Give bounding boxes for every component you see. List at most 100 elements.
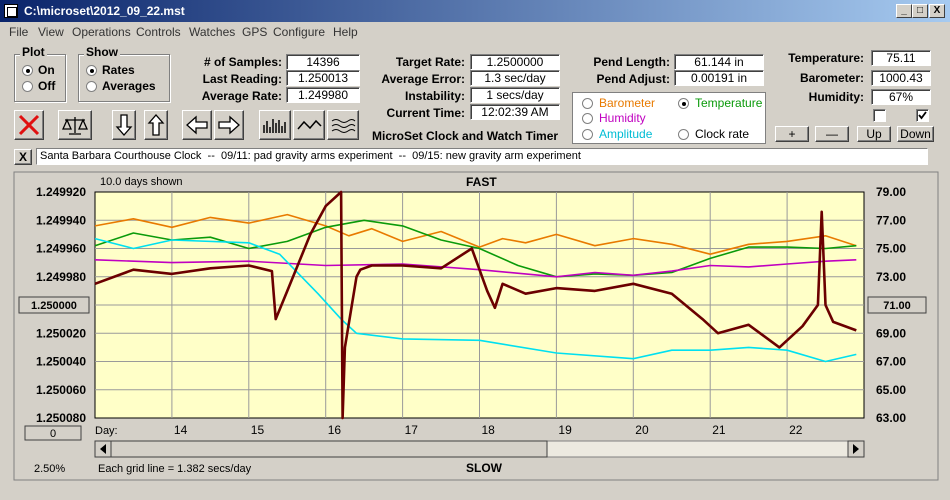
- scroll-left-icon: [100, 444, 106, 454]
- pend-adjust-value: 0.00191 in: [674, 70, 764, 86]
- pend-length-label: Pend Length:: [593, 55, 670, 69]
- y-right-tick-label: 75.00: [876, 242, 906, 256]
- amplitude-radio[interactable]: [582, 129, 593, 140]
- down-arrow-button[interactable]: [112, 110, 136, 140]
- right-center-value: 71.00: [883, 300, 911, 312]
- stop-button[interactable]: [14, 110, 44, 140]
- show-rates-radio[interactable]: [86, 65, 97, 76]
- bars-view-button[interactable]: [259, 110, 291, 140]
- y-left-tick-label: 1.249980: [36, 270, 86, 284]
- clock-rate-radio[interactable]: [678, 129, 689, 140]
- y-right-tick-label: 67.00: [876, 355, 906, 369]
- minimize-button[interactable]: _: [896, 4, 912, 18]
- y-left-tick-label: 1.249940: [36, 213, 86, 227]
- arrow-right-icon: [218, 115, 240, 135]
- menu-operations[interactable]: Operations: [72, 25, 131, 39]
- y-right-tick-label: 77.00: [876, 213, 906, 227]
- last-reading-label: Last Reading:: [202, 72, 282, 86]
- down-button[interactable]: Down: [897, 126, 934, 142]
- bar-chart-icon: [263, 119, 286, 133]
- left-checkbox[interactable]: [873, 109, 886, 122]
- instability-label: Instability:: [404, 89, 465, 103]
- average-rate-value: 1.249980: [286, 87, 360, 103]
- barometer-radio[interactable]: [582, 98, 593, 109]
- minus-button[interactable]: —: [815, 126, 849, 142]
- humidity-radio[interactable]: [582, 113, 593, 124]
- plot-group-label: Plot: [20, 45, 47, 59]
- y-left-tick-label: 1.250040: [36, 355, 86, 369]
- pend-length-value: 61.144 in: [674, 54, 764, 70]
- menu-configure[interactable]: Configure: [273, 25, 326, 39]
- app-icon: [4, 4, 18, 18]
- up-button[interactable]: Up: [857, 126, 891, 142]
- title-bar: C:\microset\2012_09_22.mst _ □ X: [0, 0, 950, 22]
- left-center-button[interactable]: [18, 296, 90, 314]
- notes-field[interactable]: Santa Barbara Courthouse Clock -- 09/11:…: [36, 148, 928, 165]
- x-tick-label: 21: [712, 423, 726, 437]
- temperature-radio[interactable]: [678, 98, 689, 109]
- close-button[interactable]: X: [929, 4, 945, 18]
- balance-button[interactable]: [58, 110, 92, 140]
- humidity-series: [94, 259, 857, 278]
- right-checkbox[interactable]: [916, 109, 929, 122]
- chart-series: [94, 190, 857, 420]
- left-center-value: 1.250000: [31, 300, 77, 312]
- instability-value: 1 secs/day: [470, 87, 560, 103]
- left-arrow-button[interactable]: [182, 110, 212, 140]
- menu-controls[interactable]: Controls: [136, 25, 181, 39]
- plus-button[interactable]: +: [775, 126, 809, 142]
- menu-watches[interactable]: Watches: [189, 25, 236, 39]
- menu-help[interactable]: Help: [333, 25, 358, 39]
- y-right-tick-label: 63.00: [876, 411, 906, 425]
- barometer-value: 1000.43: [871, 70, 931, 86]
- x-tick-label: 22: [789, 423, 803, 437]
- notes-close-button[interactable]: X: [14, 149, 32, 165]
- show-averages-radio[interactable]: [86, 81, 97, 92]
- amplitude-option[interactable]: Amplitude: [599, 127, 653, 141]
- app-title: MicroSet Clock and Watch Timer: [372, 129, 559, 143]
- y-left-tick-label: 1.250080: [36, 411, 86, 425]
- last-reading-value: 1.250013: [286, 70, 360, 86]
- humidity-value: 67%: [871, 89, 931, 105]
- wave-view-button[interactable]: [327, 110, 359, 140]
- clock-rate-option[interactable]: Clock rate: [695, 127, 750, 141]
- y-right-tick-label: 73.00: [876, 270, 906, 284]
- right-center-button[interactable]: [867, 296, 927, 314]
- y-left-tick-label: 1.249960: [36, 242, 86, 256]
- window-title: C:\microset\2012_09_22.mst: [24, 4, 185, 18]
- chart-ticks: 1.249920 79.00 1.249940 77.00 1.249960 75.00 1…: [36, 185, 906, 437]
- scroll-thumb[interactable]: [110, 440, 548, 458]
- wave-icon: [331, 119, 356, 133]
- x-tick-label: 18: [482, 423, 496, 437]
- plot-off-radio[interactable]: [22, 81, 33, 92]
- y-right-tick-label: 65.00: [876, 383, 906, 397]
- temperature-label: Temperature:: [788, 51, 864, 65]
- scroll-right-icon: [853, 444, 859, 454]
- maximize-button[interactable]: □: [912, 4, 928, 18]
- scale-icon: [61, 117, 89, 135]
- plot-on-radio[interactable]: [22, 65, 33, 76]
- menu-bar: File View Operations Controls Watches GP…: [0, 22, 950, 42]
- samples-value: 14396: [286, 54, 360, 70]
- up-arrow-button[interactable]: [144, 110, 168, 140]
- menu-view[interactable]: View: [38, 25, 64, 39]
- y-left-tick-label: 1.250060: [36, 383, 86, 397]
- x-tick-label: 16: [328, 423, 342, 437]
- x-tick-label: 14: [174, 423, 188, 437]
- humidity-option[interactable]: Humidity: [599, 111, 646, 125]
- temperature-option[interactable]: Temperature: [695, 96, 763, 110]
- zero-button-label: 0: [50, 428, 56, 440]
- barometer-series: [94, 213, 857, 255]
- plot-off-label: Off: [38, 79, 56, 93]
- zero-button[interactable]: [24, 425, 82, 441]
- menu-gps[interactable]: GPS: [242, 25, 268, 39]
- barometer-option[interactable]: Barometer: [599, 96, 656, 110]
- arrow-left-icon: [186, 115, 208, 135]
- line-view-button[interactable]: [293, 110, 325, 140]
- chart: 1.249920 79.00 1.249940 77.00 1.249960 75.00 1…: [13, 171, 939, 481]
- menu-file[interactable]: File: [9, 25, 29, 39]
- barometer-label: Barometer:: [799, 71, 864, 85]
- right-arrow-button[interactable]: [214, 110, 244, 140]
- check-icon: [918, 111, 927, 120]
- plot-on-label: On: [38, 63, 55, 77]
